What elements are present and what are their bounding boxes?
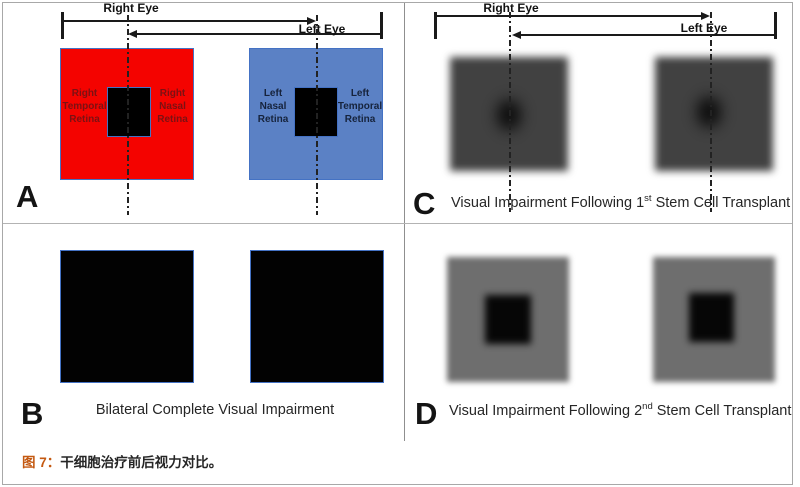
right-eye-arrow-line-c: [436, 15, 702, 17]
left-eye-arrowhead-a: [128, 30, 137, 38]
right-eye-axis-line-c: [509, 12, 511, 212]
right-eye-visual-field-b: [60, 250, 194, 383]
panel-label-d: D: [415, 396, 438, 431]
right-eye-arrow-line-a: [63, 20, 308, 22]
caption-d-prefix: Visual Impairment Following 2: [449, 403, 643, 419]
left-eye-axis-line-c: [710, 12, 712, 212]
panel-label-c: C: [413, 186, 436, 221]
right-eye-axis-line-a: [127, 15, 129, 215]
span-cap-right-c: [774, 12, 777, 39]
right-eye-arrowhead-c: [701, 12, 710, 20]
span-cap-right-a: [380, 12, 383, 39]
panel-label-a: A: [16, 179, 39, 214]
left-eye-arrow-line-c: [521, 34, 776, 36]
figure-caption: 图 7：干细胞治疗前后视力对比。: [22, 451, 222, 471]
panel-caption-d: Visual Impairment Following 2nd Stem Cel…: [449, 401, 792, 419]
left-eye-arrow-line-a: [137, 33, 382, 35]
central-black-square-right-eye-a: [107, 87, 151, 137]
panel-caption-c: Visual Impairment Following 1st Stem Cel…: [451, 193, 791, 211]
left-eye-visual-field-b: [250, 250, 384, 383]
caption-c-suffix: Stem Cell Transplant: [651, 195, 791, 211]
left-eye-label-a: Left Eye: [298, 22, 346, 36]
span-cap-left-c: [434, 12, 437, 39]
caption-c-superscript: st: [644, 193, 652, 205]
panel-caption-b: Bilateral Complete Visual Impairment: [95, 402, 335, 418]
figure-caption-text: 干细胞治疗前后视力对比。: [60, 455, 223, 470]
caption-d-suffix: Stem Cell Transplant: [652, 403, 792, 419]
central-black-square-right-d: [485, 295, 531, 344]
right-eye-field-d: [447, 257, 569, 382]
caption-d-superscript: nd: [642, 401, 653, 413]
panel-label-b: B: [21, 396, 44, 431]
right-eye-arrowhead-a: [307, 17, 316, 25]
caption-c-prefix: Visual Impairment Following 1: [451, 195, 645, 211]
left-eye-label-c: Left Eye: [680, 21, 728, 35]
panel-divider-horizontal: [3, 223, 792, 225]
right-nasal-retina-label: Right Nasal Retina: [157, 88, 188, 126]
left-eye-blurred-field-c: [655, 57, 773, 171]
left-eye-axis-line-a: [316, 15, 318, 215]
central-dark-spot-left-c: [697, 97, 721, 127]
span-cap-left-a: [61, 12, 64, 39]
left-eye-field-d: [653, 257, 775, 382]
left-nasal-retina-label: Left Nasal Retina: [257, 88, 289, 126]
panel-divider-vertical: [404, 3, 406, 441]
right-eye-label-c: Right Eye: [483, 1, 539, 15]
left-eye-arrowhead-c: [512, 31, 521, 39]
right-eye-label-a: Right Eye: [103, 1, 159, 15]
central-black-square-left-d: [689, 293, 734, 342]
left-temporal-retina-label: Left Temporal Retina: [337, 88, 383, 126]
right-temporal-retina-label: Right Temporal Retina: [62, 88, 107, 126]
figure-caption-number: 图 7：: [22, 455, 61, 470]
